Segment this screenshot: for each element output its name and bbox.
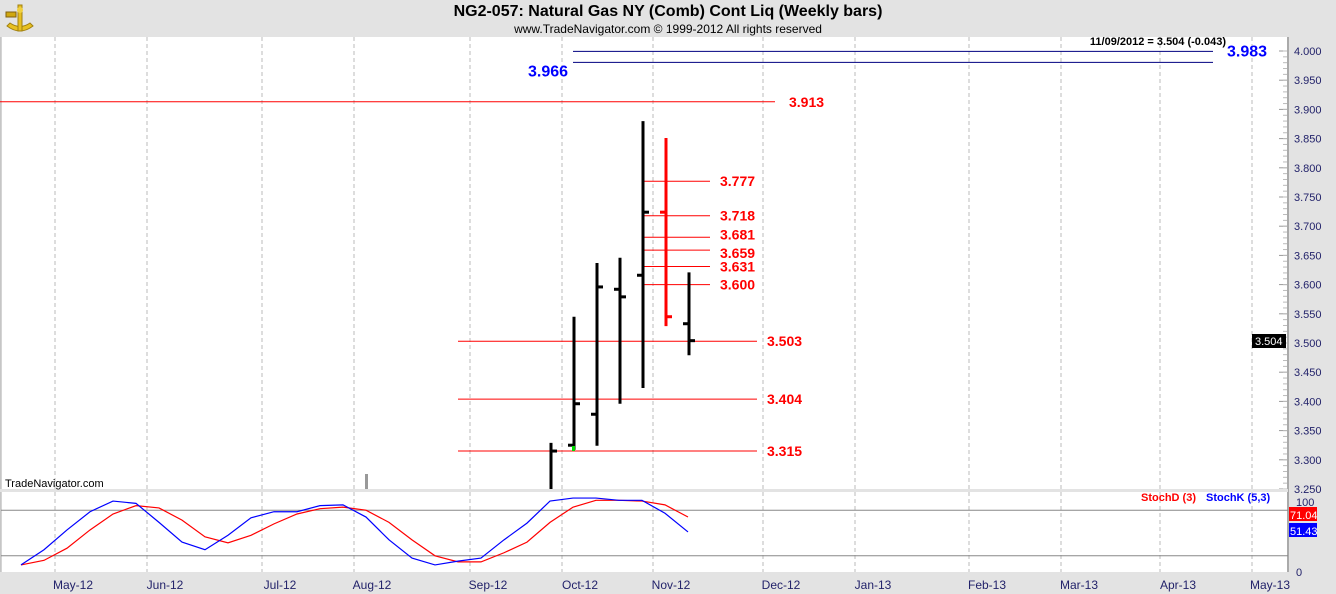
x-tick-label: Aug-12 [353, 578, 392, 592]
y-tick-label: 3.450 [1294, 367, 1322, 379]
price-readout: 11/09/2012 = 3.504 (-0.043) [1090, 36, 1226, 48]
last-value-box [1289, 523, 1317, 537]
chart-title: NG2-057: Natural Gas NY (Comb) Cont Liq … [453, 3, 883, 20]
y-tick-label: 3.950 [1294, 75, 1322, 87]
y-tick-label: 3.550 [1294, 309, 1322, 321]
level-label: 3.631 [720, 258, 755, 274]
level-label: 3.983 [1227, 43, 1267, 60]
signal-marker [572, 446, 575, 451]
volume-mark [365, 474, 368, 489]
y-tick-label: 3.500 [1294, 338, 1322, 350]
y-tick-label: 3.850 [1294, 134, 1322, 146]
chart-header: NG2-057: Natural Gas NY (Comb) Cont Liq … [0, 0, 1336, 37]
x-tick-label: Sep-12 [469, 578, 508, 592]
x-tick-label: Jun-12 [147, 578, 184, 592]
y-tick-label: 3.700 [1294, 221, 1322, 233]
y-tick-label: 3.750 [1294, 192, 1322, 204]
x-tick-label: May-12 [53, 578, 93, 592]
level-label: 3.966 [528, 63, 568, 80]
level-label: 3.718 [720, 208, 755, 224]
level-label: 3.600 [720, 277, 755, 293]
copyright-subtitle: www.TradeNavigator.com © 1999-2012 All r… [514, 22, 822, 36]
x-tick-label: Oct-12 [562, 578, 598, 592]
level-label: 3.404 [767, 391, 802, 407]
y-tick-label: 3.900 [1294, 104, 1322, 116]
series-line-stochd [20, 499, 689, 566]
x-tick-label: Jul-12 [264, 578, 297, 592]
last-value-box [1289, 507, 1317, 521]
level-label: 3.913 [789, 94, 824, 110]
y-tick-label: 4.000 [1294, 46, 1322, 58]
series-line-stochk [20, 497, 689, 566]
x-tick-label: Dec-12 [762, 578, 801, 592]
last-value-label: 51.43 [1290, 526, 1318, 538]
level-label: 3.659 [720, 245, 755, 261]
level-label: 3.777 [720, 173, 755, 189]
legend-stochd: StochD (3) [1141, 492, 1196, 504]
level-label: 3.315 [767, 443, 802, 459]
y-tick-label: 3.600 [1294, 280, 1322, 292]
y-tick-label: 3.250 [1294, 484, 1322, 496]
x-tick-label: May-13 [1250, 578, 1290, 592]
y-tick-label: 3.650 [1294, 250, 1322, 262]
panel-divider [0, 489, 1288, 492]
x-tick-label: Jan-13 [855, 578, 892, 592]
level-label: 3.681 [720, 226, 755, 242]
y-tick-label: 3.800 [1294, 163, 1322, 175]
y-tick-label: 3.350 [1294, 426, 1322, 438]
x-tick-label: Feb-13 [968, 578, 1006, 592]
x-tick-label: Apr-13 [1160, 578, 1196, 592]
level-label: 3.503 [767, 333, 802, 349]
y-tick-label: 100 [1296, 497, 1314, 509]
last-price-label: 3.504 [1255, 336, 1283, 348]
last-value-label: 71.04 [1290, 510, 1318, 522]
stoch-panel [1, 492, 1288, 572]
legend-stochk: StochK (5,3) [1206, 492, 1271, 504]
x-tick-label: Mar-13 [1060, 578, 1098, 592]
y-tick-label: 3.300 [1294, 455, 1322, 467]
y-tick-label: 0 [1296, 567, 1302, 579]
last-price-box [1252, 334, 1286, 348]
watermark: TradeNavigator.com [5, 478, 104, 490]
y-tick-label: 3.400 [1294, 396, 1322, 408]
price-axis [1288, 37, 1336, 594]
sextant-logo-icon [5, 4, 34, 32]
x-tick-label: Nov-12 [652, 578, 691, 592]
